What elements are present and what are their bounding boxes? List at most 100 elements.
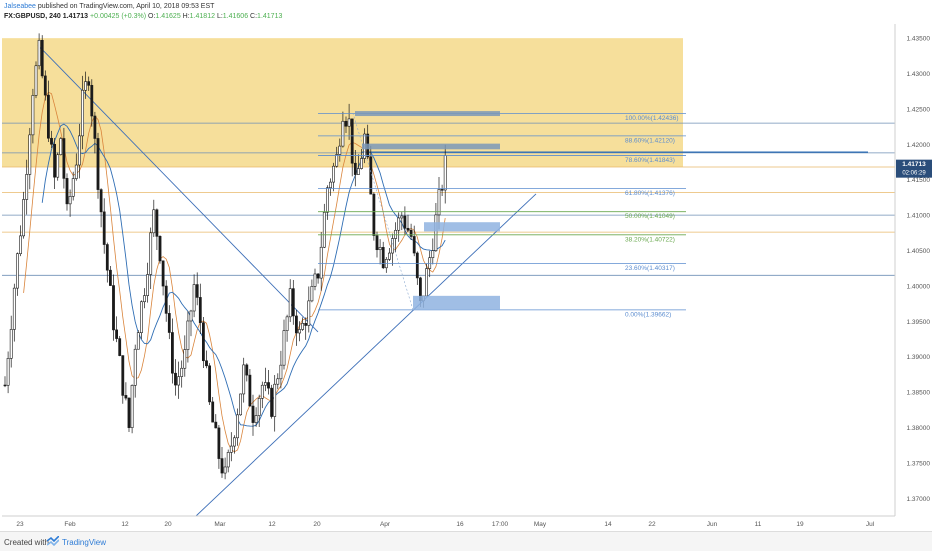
candle-body: [68, 196, 72, 205]
candle-body: [183, 349, 187, 369]
candle-body: [409, 229, 413, 237]
candle-body: [403, 215, 407, 229]
price-tick-label: 1.38000: [907, 425, 931, 432]
tradingview-logo-icon: [47, 536, 59, 546]
slow-moving-average: [41, 123, 446, 427]
candle-body: [319, 246, 323, 279]
candle-body: [372, 193, 376, 236]
time-tick-label: 23: [16, 521, 24, 528]
candle-body: [301, 323, 305, 330]
candle-body: [248, 374, 252, 407]
candle-body: [217, 427, 221, 459]
candle-body: [406, 227, 410, 231]
candle-body: [341, 120, 345, 147]
marked-zone-box[interactable]: [424, 222, 500, 232]
price-tick-label: 1.37500: [907, 460, 931, 467]
candle-body: [325, 187, 329, 213]
candle-body: [329, 181, 332, 189]
low-label: L:: [216, 13, 223, 20]
candle-body: [180, 367, 184, 377]
time-tick-label: Jul: [866, 521, 875, 528]
candle-body: [316, 273, 320, 279]
candle-body: [282, 330, 286, 366]
candle-body: [335, 154, 339, 167]
candle-body: [25, 174, 29, 200]
candle-body: [50, 137, 53, 145]
marked-zone-box[interactable]: [362, 143, 500, 150]
candle-body: [288, 288, 292, 318]
candle-body: [56, 154, 60, 178]
candle-body: [136, 332, 140, 350]
time-tick-label: 14: [604, 521, 612, 528]
candle-body: [356, 168, 360, 175]
time-tick-label: 12: [121, 521, 129, 528]
candle-body: [96, 138, 100, 190]
candle-body: [310, 286, 314, 302]
candle-body: [9, 329, 13, 359]
candle-body: [220, 458, 224, 474]
marked-zone-box[interactable]: [355, 111, 500, 117]
candle-body: [350, 118, 354, 164]
price-tick-label: 1.39500: [907, 319, 931, 326]
fib-level-label: 88.60%(1.42120): [625, 137, 675, 144]
time-tick-label: 17:00: [492, 521, 509, 528]
price-chart[interactable]: 100.00%(1.42436) 88.60%(1.42120) 78.60%(1.…: [0, 0, 932, 531]
footer-bar: Created with TradingView: [0, 531, 932, 551]
candle-body: [344, 120, 348, 127]
high-value: 1.41812: [189, 13, 215, 20]
candle-body: [267, 382, 270, 389]
fib-level-label: 61.80%(1.41376): [625, 190, 675, 197]
candle-body: [149, 232, 153, 275]
supply-zone[interactable]: [2, 38, 683, 167]
time-tick-label: 12: [268, 521, 276, 528]
candle-body: [81, 89, 84, 137]
time-tick-label: 20: [164, 521, 172, 528]
open-label: O:: [148, 13, 156, 20]
time-tick-label: 16: [456, 521, 464, 528]
fib-level-label: 0.00%(1.39662): [625, 311, 671, 318]
tradingview-brand[interactable]: TradingView: [62, 538, 107, 547]
candle-body: [31, 95, 35, 136]
downtrend-line[interactable]: [37, 44, 319, 333]
symbol-label[interactable]: FX:GBPUSD, 240: [4, 13, 61, 20]
candle-body: [437, 189, 441, 216]
candle-body: [397, 217, 401, 231]
candle-body: [6, 358, 10, 386]
candle-body: [431, 250, 435, 258]
candle-body: [257, 398, 261, 416]
price-tick-label: 1.38500: [907, 390, 931, 397]
candle-body: [425, 268, 429, 297]
candle-body: [99, 189, 103, 213]
candle-body: [177, 376, 181, 386]
candle-body: [130, 385, 134, 428]
marked-zone-box[interactable]: [413, 295, 500, 310]
candle-body: [198, 297, 202, 324]
fib-level-label: 100.00%(1.42436): [625, 115, 679, 122]
candle-body: [360, 158, 363, 169]
high-label: H:: [182, 13, 190, 20]
candle-body: [112, 285, 115, 331]
candle-body: [400, 215, 404, 219]
candle-body: [40, 39, 44, 77]
candle-body: [279, 364, 283, 380]
candle-body: [158, 236, 162, 262]
candle-body: [37, 39, 41, 67]
candle-body: [90, 85, 94, 117]
low-value: 1.41606: [222, 13, 249, 20]
candle-body: [53, 143, 57, 178]
candle-body: [223, 466, 227, 474]
candle-body: [189, 310, 193, 322]
author-link[interactable]: Jalseabee: [4, 3, 36, 10]
candle-body: [251, 405, 255, 423]
candle-body: [226, 452, 230, 468]
candle-body: [105, 244, 109, 271]
candle-body: [214, 421, 218, 429]
candle-body: [378, 247, 382, 251]
candle-body: [167, 313, 171, 333]
uptrend-line[interactable]: [195, 193, 537, 517]
candle-body: [155, 209, 159, 237]
candle-body: [263, 382, 267, 386]
candle-body: [242, 364, 246, 395]
candle-body: [15, 253, 19, 289]
price-change: +0.00425 (+0.3%): [90, 13, 147, 20]
